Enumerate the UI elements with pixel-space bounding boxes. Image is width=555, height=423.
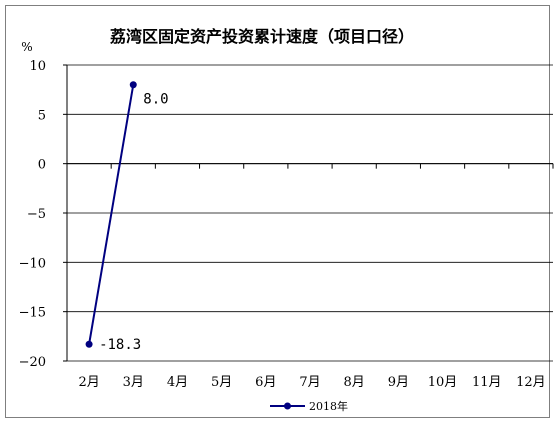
x-tick-label: 6月 <box>255 375 276 390</box>
data-label: -18.3 <box>99 337 141 353</box>
x-tick-label: 3月 <box>123 375 144 390</box>
data-point <box>85 340 93 348</box>
x-tick-label: 7月 <box>299 375 320 390</box>
y-unit-label: % <box>21 40 32 54</box>
legend-label: 2018年 <box>309 399 348 413</box>
data-label: 8.0 <box>143 92 168 108</box>
data-point <box>129 81 137 89</box>
x-tick-label: 10月 <box>428 375 458 390</box>
x-tick-labels: 2月 3月 4月 5月 6月 7月 8月 9月 10月 11月 12月 <box>78 375 545 390</box>
x-tick-label: 2月 <box>78 375 99 390</box>
data-labels: -18.3 8.0 <box>99 92 168 353</box>
y-tick-labels: 10 5 0 −5 −10 −15 −20 <box>19 59 46 370</box>
y-tick-label: 0 <box>38 158 46 173</box>
chart-title: 荔湾区固定资产投资累计速度（项目口径） <box>109 27 414 46</box>
y-tick-label: 5 <box>38 108 46 123</box>
y-tick-label: −5 <box>27 207 46 222</box>
chart-frame <box>5 5 550 418</box>
y-tick-label: −10 <box>19 256 46 271</box>
x-tick-label: 12月 <box>516 375 546 390</box>
y-tick-label: 10 <box>29 59 46 74</box>
x-tick-label: 5月 <box>211 375 232 390</box>
y-tick-label: −20 <box>19 355 46 370</box>
legend-marker <box>284 402 291 410</box>
x-tick-label: 11月 <box>472 375 502 390</box>
series-2018 <box>85 81 137 348</box>
axes <box>63 64 554 362</box>
series-line <box>88 84 135 345</box>
legend: 2018年 <box>270 399 348 413</box>
y-tick-label: −15 <box>19 306 46 321</box>
grid-lines <box>67 64 553 362</box>
x-tick-label: 9月 <box>388 375 409 390</box>
x-tick-label: 8月 <box>344 375 365 390</box>
x-tick-label: 4月 <box>167 375 188 390</box>
